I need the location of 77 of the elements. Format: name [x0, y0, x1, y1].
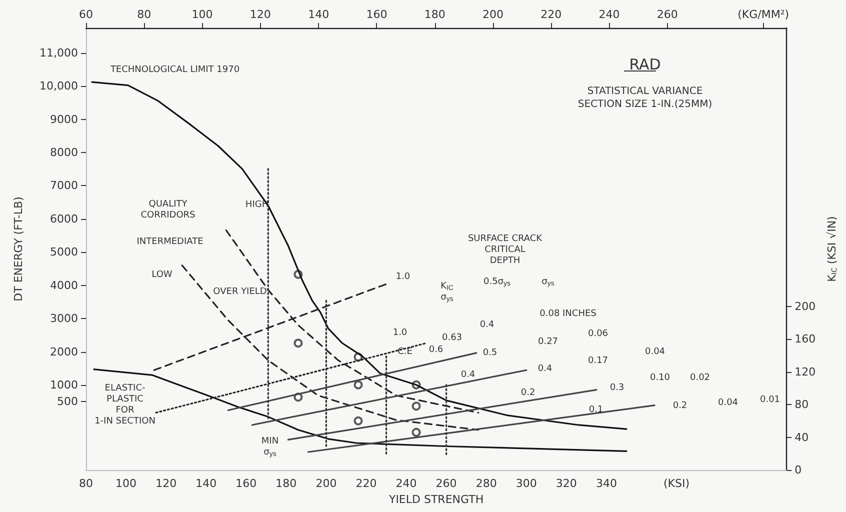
- annotation: 1.0: [392, 328, 408, 338]
- x-tick-label: 280: [476, 477, 497, 490]
- annotation: 0.4: [538, 364, 552, 374]
- annotation: 0.63: [442, 333, 462, 343]
- annotation: 0.1: [588, 405, 604, 415]
- annotation: 0.3: [610, 383, 624, 393]
- x2-tick-label: 60: [79, 8, 93, 21]
- x2-tick-label: 160: [366, 8, 388, 21]
- annotation: LOW: [152, 270, 172, 280]
- annotation: 0.4: [460, 370, 476, 380]
- annotation: OVER YIELD: [213, 287, 267, 297]
- x-tick-label: 300: [516, 477, 537, 490]
- x-tick-label: 100: [116, 477, 137, 490]
- text: STATISTICAL VARIANCE SECTION SIZE 1-IN.(25MM): [578, 86, 712, 110]
- x-tick-label: 160: [236, 477, 257, 490]
- x-axis-title: YIELD STRENGTH: [388, 493, 484, 506]
- annotation: 0.17: [588, 356, 608, 366]
- annotation: 0.01: [760, 395, 780, 405]
- x2-tick-label: 120: [250, 8, 271, 21]
- y-tick-label: 2000: [50, 345, 78, 358]
- annotation: 0.6: [428, 345, 444, 355]
- annotation: 0.27: [538, 337, 558, 347]
- annotation: 0.2: [672, 401, 688, 411]
- x-tick-label: 120: [156, 477, 177, 490]
- x2-tick-label: 80: [137, 8, 152, 21]
- x2-tick-label: 240: [598, 8, 620, 21]
- annotation: 0.04: [644, 347, 666, 357]
- y2-tick-label: 160: [794, 332, 816, 346]
- annotation: QUALITY CORRIDORS: [140, 200, 196, 220]
- x2-tick-label: 220: [540, 8, 562, 21]
- y-tick-label: 4000: [50, 278, 78, 292]
- y2-tick-label: 80: [794, 398, 809, 412]
- y-tick-label: 10,000: [40, 80, 78, 93]
- annotation: 0.5: [482, 348, 498, 358]
- x-tick-label: 200: [316, 477, 337, 490]
- y-tick-label: 8000: [50, 146, 78, 160]
- x2-tick-label: 260: [656, 8, 678, 21]
- annotation: 0.02: [690, 373, 710, 383]
- x2-tick-label: 180: [424, 8, 446, 21]
- y2-tick-label: 200: [794, 300, 816, 313]
- y2-tick-label: 40: [794, 430, 809, 444]
- x-tick-label: 260: [436, 477, 457, 490]
- annotation: SURFACE CRACK CRITICAL DEPTH: [468, 234, 544, 266]
- y-tick-label: 9000: [50, 112, 78, 126]
- x2-tick-label: (KG/MM²): [738, 8, 790, 21]
- x-tick-label: 240: [396, 477, 417, 490]
- y2-tick-label: 120: [794, 365, 816, 378]
- annotation: 0.2: [520, 388, 536, 398]
- y-tick-label: 7000: [50, 179, 78, 192]
- x2-tick-label: 140: [308, 8, 330, 21]
- x-tick-label: 140: [196, 477, 217, 490]
- x-tick-label: 180: [276, 477, 297, 490]
- y-tick-label: 1000: [50, 378, 78, 392]
- y-axis-title: DT ENERGY (FT-LB): [12, 196, 25, 302]
- y-tick-label: 500: [57, 395, 78, 408]
- annotation: TECHNOLOGICAL LIMIT 1970: [109, 65, 240, 75]
- text: RAD: [629, 56, 661, 74]
- y-tick-label: 3000: [50, 312, 78, 326]
- annotation: ELASTIC- PLASTIC FOR 1-IN SECTION: [94, 384, 156, 426]
- annotation: 1.0: [396, 272, 410, 282]
- x2-tick-label: 200: [482, 8, 504, 21]
- x-tick-label: 320: [556, 477, 577, 490]
- x-tick-label: 340: [596, 477, 617, 490]
- x-tick-label: 220: [356, 477, 377, 490]
- y-tick-label: 11,000: [40, 46, 78, 60]
- annotation: INTERMEDIATE: [136, 237, 204, 247]
- annotation: 0.08 INCHES: [540, 309, 597, 319]
- y2-tick-label: 0: [794, 464, 802, 476]
- x-tick-label: (KSI): [663, 477, 690, 490]
- annotation: 0.04: [718, 398, 738, 408]
- y-tick-label: 6000: [50, 212, 78, 226]
- annotation: 0.06: [588, 329, 608, 339]
- annotation: 0.10: [650, 373, 670, 383]
- x-tick-label: 80: [79, 477, 93, 490]
- y-tick-label: 5000: [50, 246, 78, 259]
- annotation: 0.4: [480, 320, 494, 330]
- x2-tick-label: 100: [192, 8, 213, 21]
